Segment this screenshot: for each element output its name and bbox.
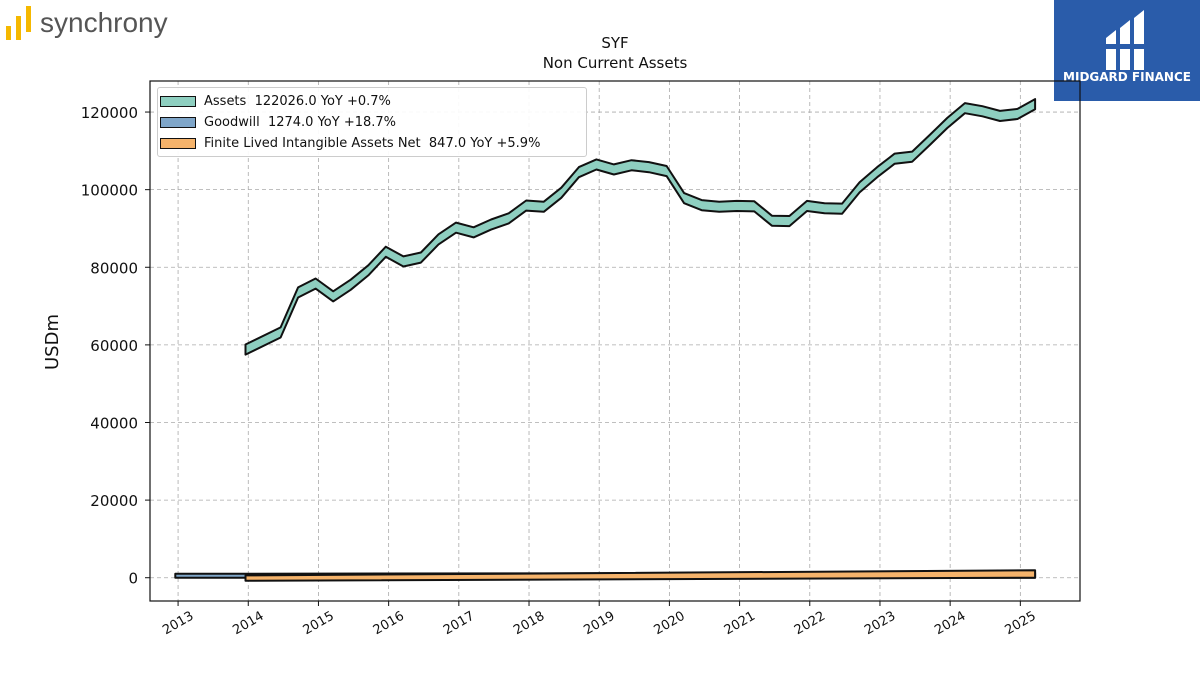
legend-entry-assets: Assets 122026.0 YoY +0.7%	[158, 91, 391, 111]
x-tick-label: 2019	[581, 609, 617, 639]
y-tick-label: 60000	[90, 337, 138, 355]
x-tick-label: 2014	[230, 609, 266, 639]
midgard-finance-logo-text: MIDGARD FINANCE	[1063, 70, 1191, 84]
legend-swatch-finite-intangibles	[160, 137, 196, 149]
legend-entry-finite-intangibles: Finite Lived Intangible Assets Net 847.0…	[158, 133, 540, 153]
x-tick-label: 2022	[792, 609, 828, 639]
x-tick-label: 2023	[862, 609, 898, 639]
x-tick-label: 2025	[1003, 609, 1039, 639]
midgard-finance-emblem-icon: MIDGARD FINANCE	[1063, 10, 1191, 84]
x-tick-label: 2018	[511, 609, 547, 639]
x-tick-label: 2017	[441, 609, 477, 639]
synchrony-logo-bar-3	[26, 6, 31, 32]
legend-entry-goodwill: Goodwill 1274.0 YoY +18.7%	[158, 112, 396, 132]
legend-swatch-assets	[160, 95, 196, 107]
legend-label-goodwill: Goodwill 1274.0 YoY +18.7%	[204, 114, 397, 130]
legend-label-finite-intangibles: Finite Lived Intangible Assets Net 847.0…	[204, 135, 541, 151]
x-tick-label: 2021	[722, 609, 758, 639]
x-tick-label: 2013	[160, 609, 196, 639]
legend-swatch-goodwill	[160, 116, 196, 128]
legend: Assets 122026.0 YoY +0.7% Goodwill 1274.…	[157, 87, 587, 157]
y-tick-label: 100000	[81, 182, 138, 200]
y-tick-label: 0	[128, 570, 138, 588]
synchrony-logo-bar-2	[16, 16, 21, 40]
grid-lines	[150, 81, 1080, 601]
y-axis-label: USDm	[42, 314, 63, 370]
x-tick-label: 2016	[371, 609, 407, 639]
series-assets-band	[244, 98, 1037, 356]
synchrony-logo: synchrony	[6, 6, 168, 40]
synchrony-logo-bar-1	[6, 26, 11, 40]
x-tick-label: 2015	[301, 609, 337, 639]
y-tick-label: 80000	[90, 259, 138, 277]
plot-frame	[149, 80, 1081, 602]
chart-title: SYF	[601, 34, 628, 52]
y-tick-label: 40000	[90, 414, 138, 432]
series-finite-intangibles-band	[244, 569, 1037, 582]
y-axis-ticks: 0 20000 40000 60000 80000 100000 120000	[81, 104, 150, 588]
y-tick-label: 20000	[90, 492, 138, 510]
synchrony-logo-text: synchrony	[40, 7, 168, 38]
x-axis-ticks: 2013 2014 2015 2016 2017 2018 2019 2020 2021 2022…	[160, 601, 1039, 639]
legend-label-assets: Assets 122026.0 YoY +0.7%	[204, 93, 391, 109]
midgard-finance-logo: MIDGARD FINANCE	[1054, 0, 1200, 101]
x-tick-label: 2020	[652, 609, 688, 639]
chart-subtitle: Non Current Assets	[543, 54, 688, 72]
y-tick-label: 120000	[81, 104, 138, 122]
series-layer	[174, 98, 1037, 582]
x-tick-label: 2024	[932, 609, 968, 639]
